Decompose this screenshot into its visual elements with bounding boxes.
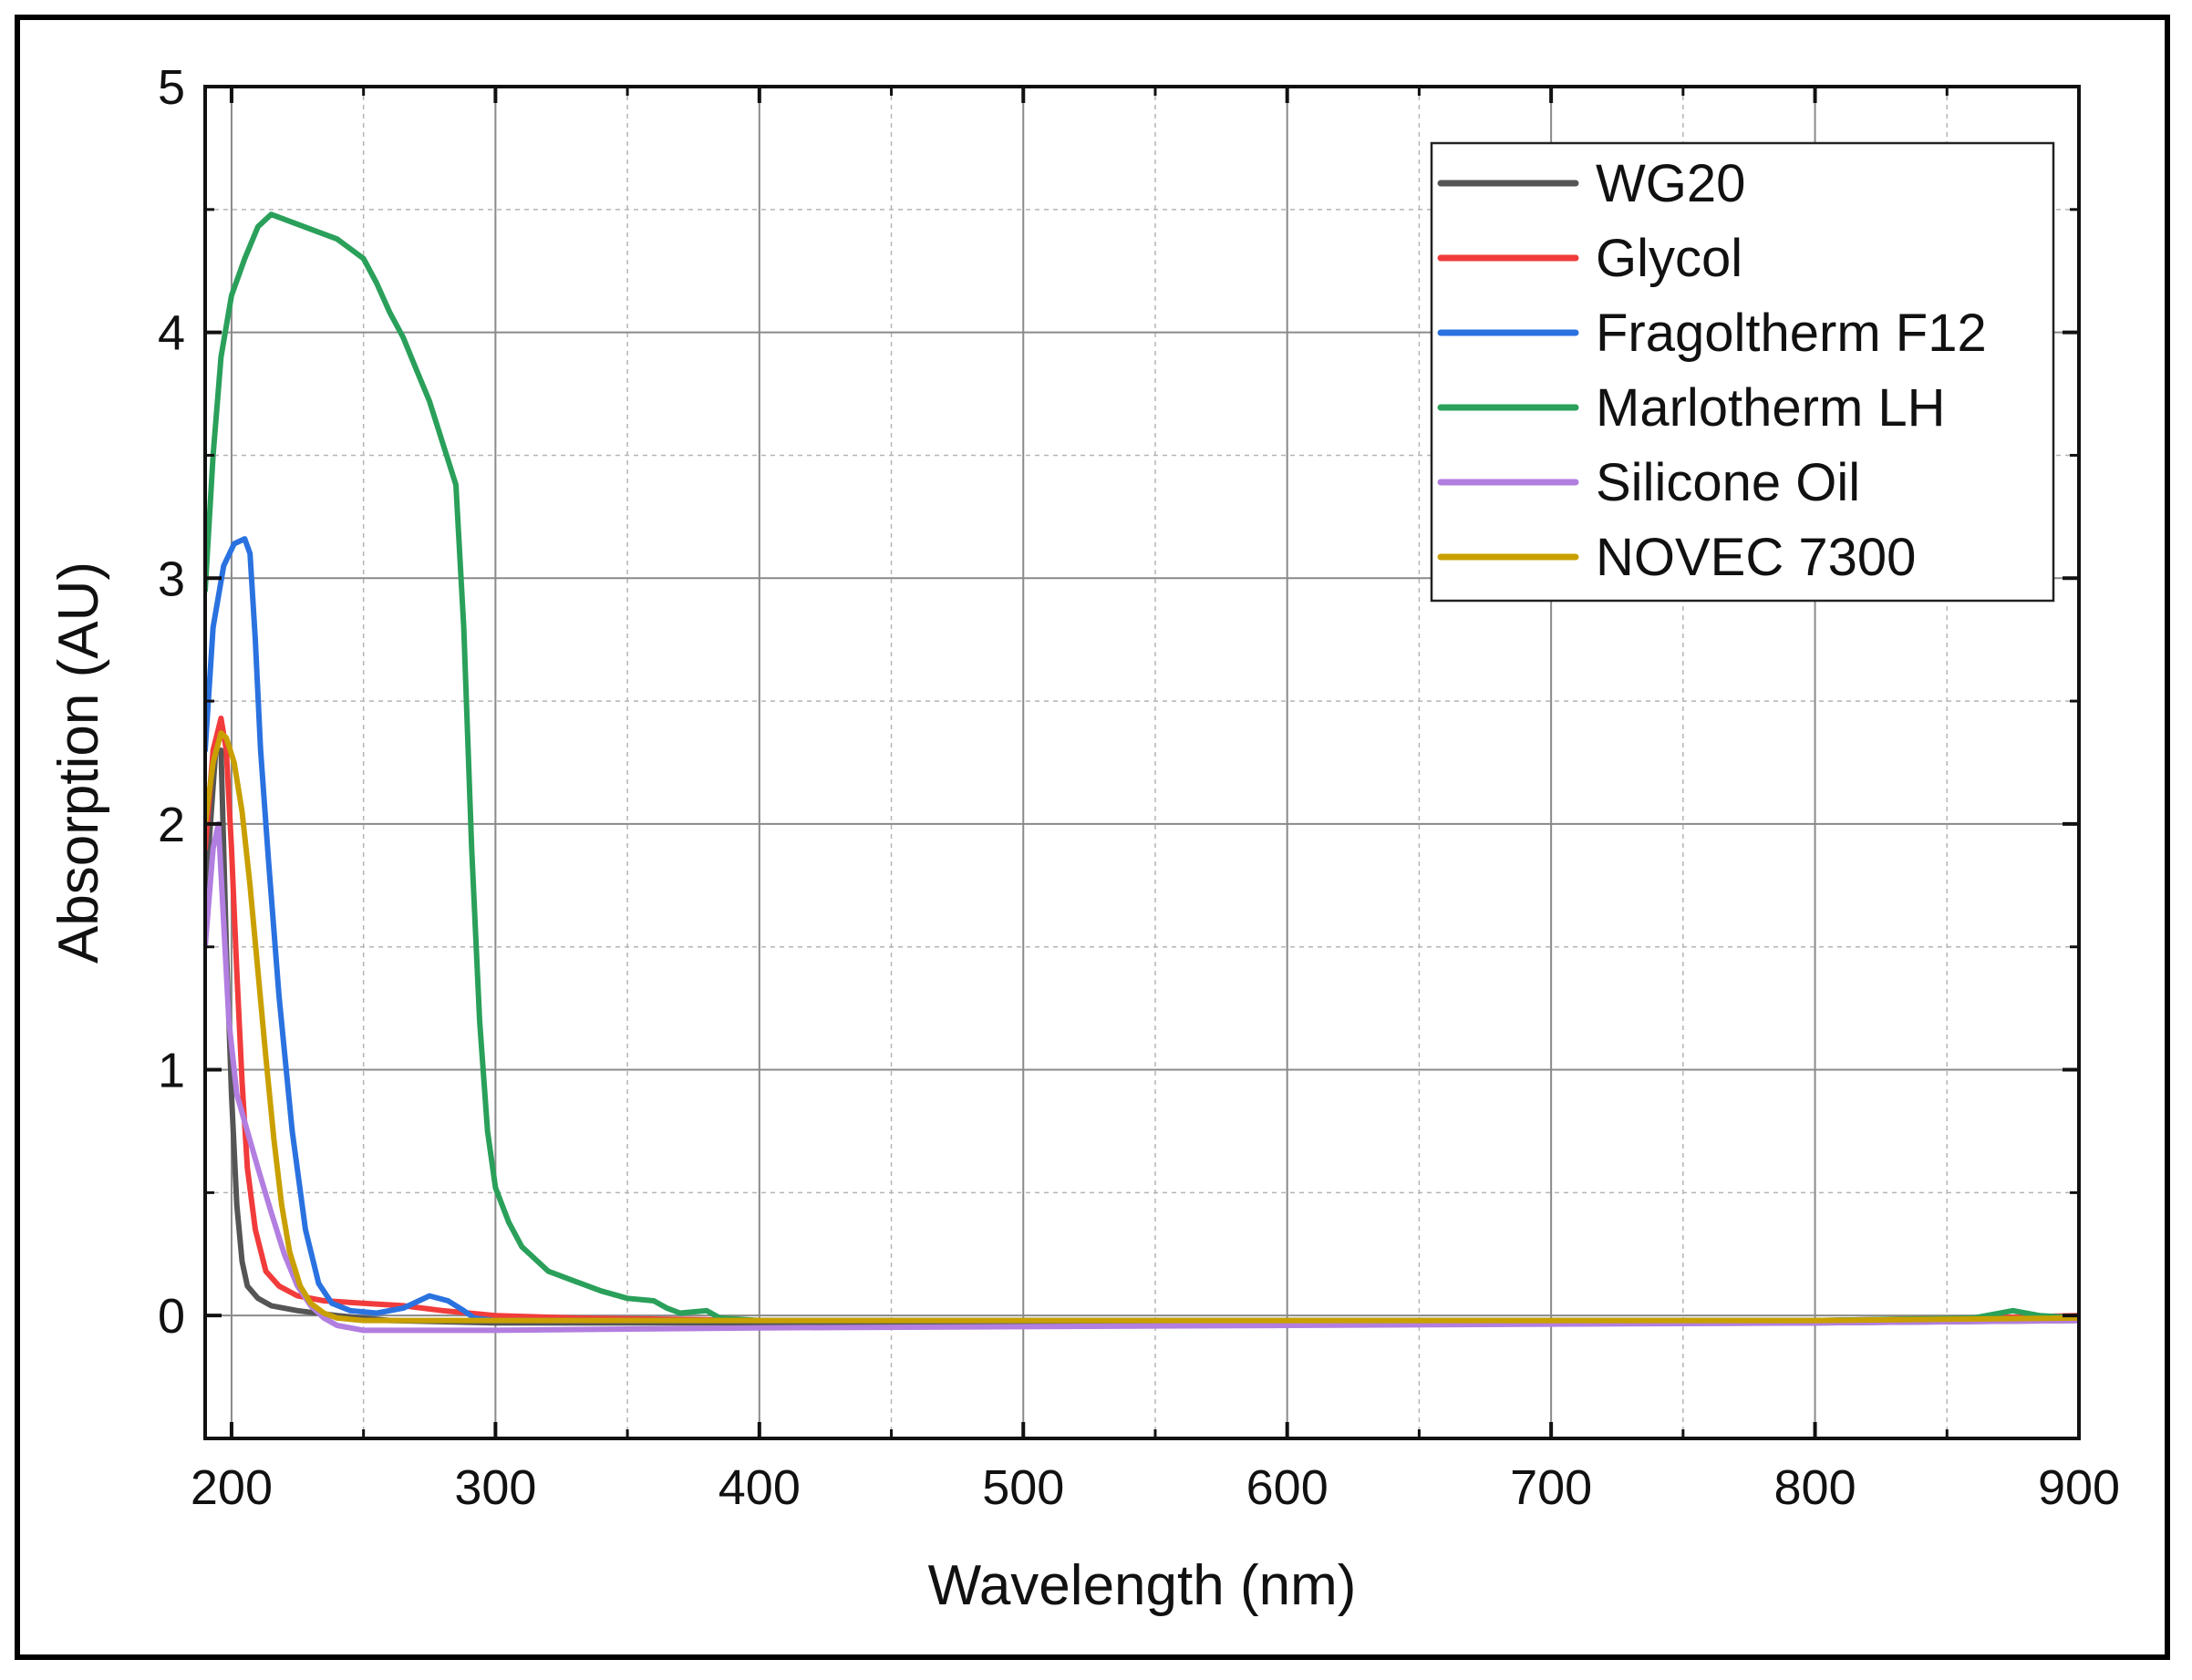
x-tick-label: 800 [1774,1460,1856,1515]
x-tick-label: 400 [719,1460,801,1515]
legend-label: NOVEC 7300 [1596,528,1916,587]
figure-frame: 200 300 400 500 600 700 800 900 0 1 2 3 4 5 Waveleng… [15,15,2170,1660]
y-tick-label: 4 [158,306,185,361]
x-tick-label: 600 [1246,1460,1329,1515]
series-line-novec-7300 [205,730,2079,1324]
legend-entry: Fragoltherm F12 [1437,304,1987,363]
x-tick-labels: 200 300 400 500 600 700 800 900 [191,1460,2120,1515]
legend-label: WG20 [1596,154,1745,213]
series-line-fragoltherm-f12 [205,536,2079,1324]
legend-label: Fragoltherm F12 [1596,304,1987,363]
legend-entry: Glycol [1437,229,1742,288]
x-tick-label: 700 [1510,1460,1592,1515]
y-tick-labels: 0 1 2 3 4 5 [158,60,185,1344]
legend-entry: Silicone Oil [1437,453,1860,512]
series-line-glycol [205,716,2079,1324]
legend-entry: WG20 [1437,154,1745,213]
series-line-wg20 [205,747,2079,1326]
axis-ticks [205,85,2081,1440]
legend-label: Silicone Oil [1596,453,1860,512]
y-tick-label: 5 [158,60,185,115]
y-tick-label: 1 [158,1044,185,1098]
x-tick-label: 500 [982,1460,1064,1515]
line-chart: 200 300 400 500 600 700 800 900 0 1 2 3 4 5 Waveleng… [47,60,2120,1617]
series-lines [205,211,2079,1334]
legend-entry: Marlotherm LH [1437,378,1946,438]
y-tick-label: 0 [158,1289,185,1344]
y-tick-label: 3 [158,551,185,606]
x-tick-label: 300 [454,1460,536,1515]
y-tick-label: 2 [158,798,185,852]
plot-area-border [203,85,2081,1440]
y-axis-label: Absorption (AU) [47,562,110,964]
legend-box [1430,141,2055,603]
legend-label: Marlotherm LH [1596,378,1946,438]
legend-items: WG20 Glycol Fragoltherm F12 Marlotherm LH Si… [1437,154,1987,587]
x-axis-label: Wavelength (nm) [928,1554,1357,1617]
series-line-silicone-oil [205,820,2079,1334]
legend-label: Glycol [1596,229,1742,288]
legend: WG20 Glycol Fragoltherm F12 Marlotherm LH Si… [1430,141,2055,603]
x-tick-label: 900 [2038,1460,2120,1515]
legend-entry: NOVEC 7300 [1437,528,1916,587]
x-tick-label: 200 [191,1460,273,1515]
